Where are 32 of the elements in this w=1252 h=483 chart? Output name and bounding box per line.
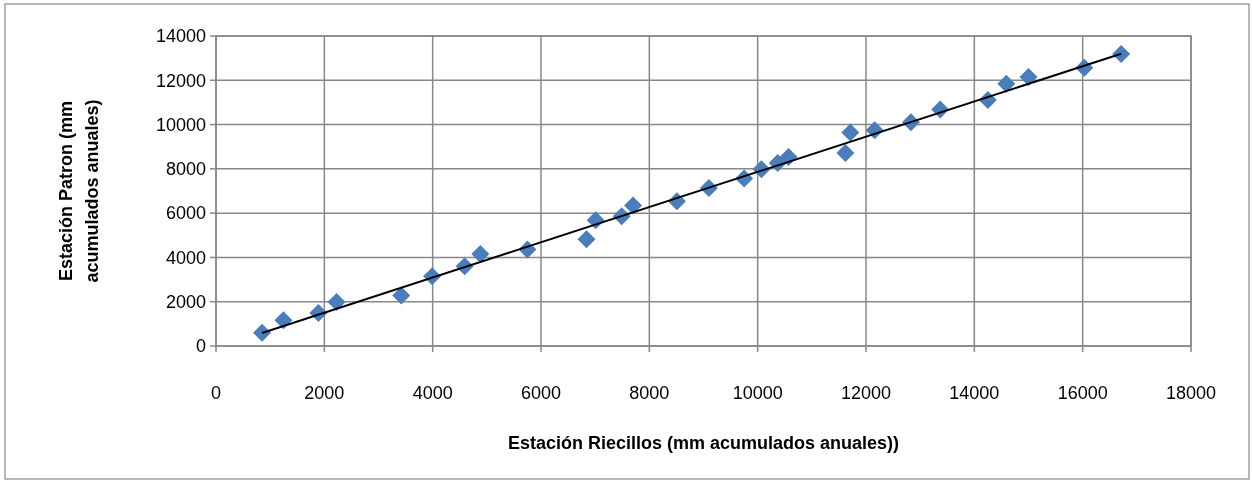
y-tick-label: 10000 [155,114,206,135]
x-tick-label: 12000 [840,383,892,403]
x-tick-label: 6000 [520,383,562,403]
x-tick-label: 16000 [1057,383,1108,403]
point [1112,44,1131,63]
x-tick-label: 2000 [304,383,345,403]
point [327,292,346,311]
x-tick-label: 10000 [732,383,783,403]
y-tick-label: 14000 [155,26,206,47]
point [471,245,490,264]
point [841,123,860,142]
x-tick-label: 0 [210,383,222,403]
y-tick-label: 6000 [165,203,206,224]
y-tick-label: 12000 [155,70,206,91]
x-axis-title: Estación Riecillos (mm acumulados anuales)) [507,433,900,453]
y-tick-label: 8000 [165,159,206,180]
point [624,196,643,215]
point [836,143,855,162]
point [577,230,596,249]
x-tick-label: 18000 [1165,383,1217,403]
y-axis-title: Estación Patron (mm acumulados anuales) [56,99,102,283]
point [253,323,272,342]
point [274,311,293,330]
y-tick-label: 2000 [165,292,206,313]
x-tick-label: 14000 [949,383,1000,403]
y-tick-label: 4000 [165,247,206,268]
y-tick-label: 0 [195,336,206,357]
x-tick-label: 4000 [412,383,453,403]
point [392,286,411,305]
x-tick-label: 8000 [629,383,670,403]
point [997,74,1016,93]
point [1019,67,1038,86]
